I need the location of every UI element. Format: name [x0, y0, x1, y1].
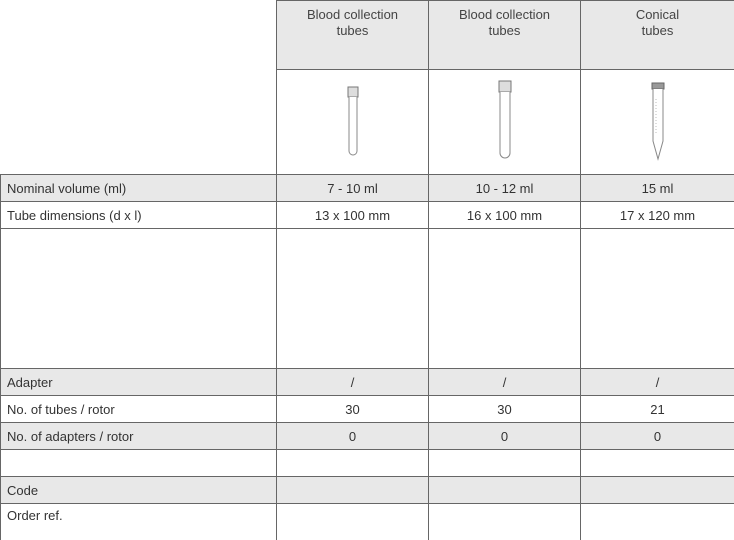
header-line: Blood collection	[458, 7, 551, 22]
cell: 30	[276, 395, 429, 423]
header-line: Blood collection	[306, 7, 399, 22]
empty-row	[0, 228, 734, 369]
row-label: Tube dimensions (d x l)	[0, 201, 277, 229]
cell: 21	[580, 395, 734, 423]
cell: 0	[428, 422, 581, 450]
empty-row	[0, 449, 734, 477]
cell: /	[580, 368, 734, 396]
cell: 17 x 120 mm	[580, 201, 734, 229]
row: Code	[0, 476, 734, 504]
row-label: No. of tubes / rotor	[0, 395, 277, 423]
row: Tube dimensions (d x l) 13 x 100 mm 16 x 1…	[0, 201, 734, 229]
row-label: Nominal volume (ml)	[0, 174, 277, 202]
row: No. of adapters / rotor 0 0 0	[0, 422, 734, 450]
row-label: Adapter	[0, 368, 277, 396]
column-header: Blood collection tubes	[276, 0, 429, 70]
cell: 0	[580, 422, 734, 450]
cell: 15 ml	[580, 174, 734, 202]
header-row: Blood collection tubes Blood collection tu…	[0, 0, 734, 70]
cell: 0	[276, 422, 429, 450]
header-line: Conical	[635, 7, 680, 22]
cell: 13 x 100 mm	[276, 201, 429, 229]
tube-icon	[498, 80, 511, 158]
cell: /	[276, 368, 429, 396]
header-line: tubes	[641, 23, 674, 38]
row: No. of tubes / rotor 30 30 21	[0, 395, 734, 423]
cell: 10 - 12 ml	[428, 174, 581, 202]
row-label: No. of adapters / rotor	[0, 422, 277, 450]
header-line: tubes	[336, 23, 369, 38]
cell: 16 x 100 mm	[428, 201, 581, 229]
tube-icon	[347, 86, 358, 155]
image-row	[0, 69, 734, 175]
row: Nominal volume (ml) 7 - 10 ml 10 - 12 ml 15…	[0, 174, 734, 202]
row-label: Code	[0, 476, 277, 504]
tube-icon	[651, 82, 664, 161]
row: Adapter / / /	[0, 368, 734, 396]
cell: 30	[428, 395, 581, 423]
column-header: Conical tubes	[580, 0, 734, 70]
column-header: Blood collection tubes	[428, 0, 581, 70]
cell: 7 - 10 ml	[276, 174, 429, 202]
cell: /	[428, 368, 581, 396]
header-line: tubes	[488, 23, 521, 38]
row: Order ref.	[0, 503, 734, 540]
row-label: Order ref.	[0, 503, 277, 540]
